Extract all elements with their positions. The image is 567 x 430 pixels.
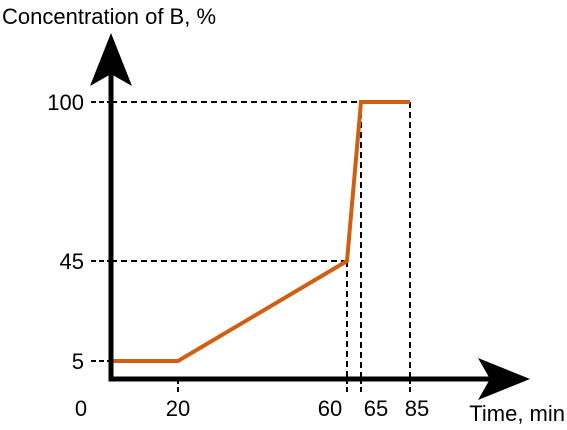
x-tick-label-60: 60 — [318, 396, 342, 421]
y-tick-label-5: 5 — [72, 349, 84, 374]
guide-lines — [111, 101, 411, 379]
y-axis-arrowhead — [90, 33, 132, 86]
tick-labels: 0 20 60 65 85 5 45 100 — [47, 90, 429, 421]
x-axis-label: Time, min — [469, 401, 565, 425]
y-axis-label: Concentration of B, % — [2, 4, 216, 29]
series-layer — [111, 100, 410, 363]
y-tick-label-45: 45 — [60, 249, 84, 274]
tick-marks — [91, 101, 411, 393]
axes — [90, 33, 530, 400]
y-tick-label-100: 100 — [47, 90, 84, 115]
x-tick-label-65: 65 — [364, 396, 388, 421]
x-tick-label-20: 20 — [166, 396, 190, 421]
x-axis-arrowhead — [478, 358, 530, 400]
x-tick-label-85: 85 — [405, 396, 429, 421]
gradient-line — [111, 100, 410, 363]
x-tick-label-0: 0 — [75, 396, 87, 421]
